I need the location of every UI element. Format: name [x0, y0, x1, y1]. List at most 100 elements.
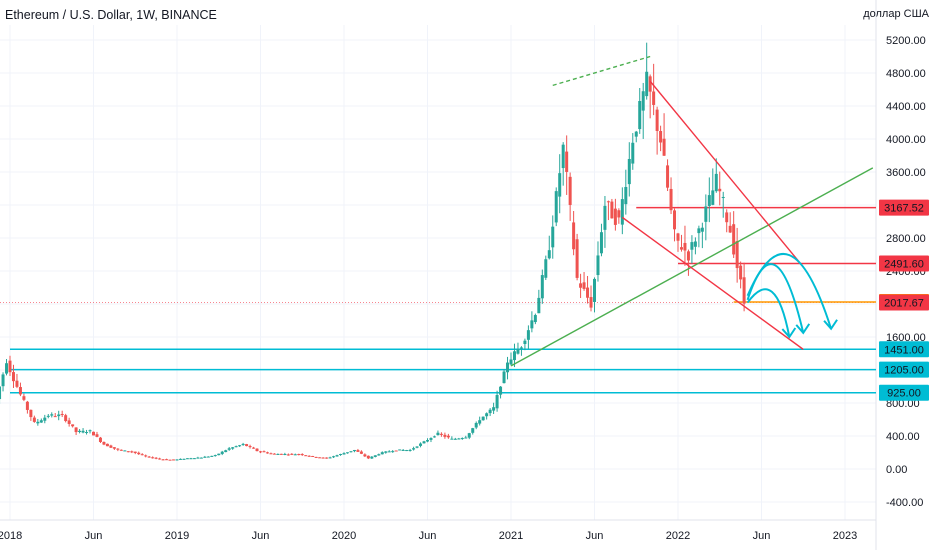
candle-body	[85, 432, 89, 434]
candle-body	[377, 454, 381, 456]
candle-body	[11, 372, 15, 382]
candle-body	[8, 360, 12, 373]
candle-body	[711, 190, 715, 205]
candle-body	[161, 459, 165, 461]
candle-body	[154, 457, 158, 459]
candle-body	[22, 396, 26, 400]
trendline	[649, 80, 804, 268]
candle-body	[547, 250, 551, 259]
candle-body	[252, 447, 256, 449]
candle-body	[380, 452, 384, 455]
arrow-head	[781, 327, 797, 339]
candle-body	[599, 232, 603, 254]
candle-body	[662, 138, 666, 156]
y-tick-label: 5200.00	[886, 35, 926, 47]
candle-body	[112, 447, 116, 449]
candle-body	[231, 447, 235, 449]
candle-body	[593, 278, 596, 302]
candle-body	[707, 195, 711, 206]
candle-body	[401, 449, 405, 451]
candle-body	[589, 297, 593, 308]
candle-body	[725, 212, 729, 223]
candle-body	[634, 131, 638, 137]
candle-body	[203, 456, 207, 458]
candle-body	[39, 420, 43, 423]
candle-body	[342, 453, 346, 455]
candle-body	[568, 176, 572, 205]
candle-body	[245, 444, 249, 447]
candle-body	[147, 456, 151, 458]
candle-body	[102, 441, 106, 445]
candle-body	[304, 455, 308, 457]
arrow-head	[823, 319, 838, 331]
x-tick-label: 2019	[165, 530, 189, 542]
price-label-text: 2017.67	[884, 298, 924, 310]
candle-body	[551, 226, 555, 248]
candle-body	[739, 265, 743, 280]
candle-body	[199, 457, 203, 459]
candle-body	[276, 453, 280, 455]
candle-body	[126, 451, 130, 453]
candle-body	[512, 351, 516, 361]
candle-body	[624, 186, 628, 205]
candle-body	[565, 151, 569, 172]
candle-body	[15, 380, 19, 387]
x-tick-label: Jun	[85, 530, 103, 542]
candle-body	[74, 427, 78, 433]
candle-body	[46, 415, 50, 417]
candle-body	[478, 420, 482, 424]
candle-body	[457, 438, 461, 440]
candle-body	[394, 450, 398, 452]
candle-body	[697, 228, 701, 234]
price-label-box	[879, 255, 929, 272]
candle-body	[666, 165, 670, 188]
candle-body	[92, 431, 95, 436]
y-tick-label: 4400.00	[886, 101, 926, 113]
candle-body	[673, 210, 677, 230]
candle-body	[492, 407, 496, 411]
candle-body	[259, 451, 262, 453]
price-label-box	[879, 384, 929, 401]
candle-body	[210, 455, 214, 457]
candle-body	[178, 458, 182, 460]
candle-body	[610, 201, 614, 219]
candle-body	[224, 450, 228, 453]
candle-body	[332, 456, 336, 458]
candle-body	[262, 451, 266, 453]
candle-body	[613, 208, 617, 225]
candle-body	[370, 456, 374, 459]
candle-body	[617, 210, 621, 218]
candle-body	[220, 451, 224, 454]
trendline	[552, 55, 651, 87]
candle-body	[502, 371, 506, 384]
forecast-arrow	[746, 252, 833, 330]
candle-body	[659, 131, 663, 143]
candle-body	[526, 330, 530, 340]
candle-body	[648, 76, 652, 92]
candle-body	[676, 233, 680, 241]
y-tick-label: 0.00	[886, 464, 907, 476]
price-label-text: 2491.60	[884, 258, 924, 270]
candle-body	[669, 188, 673, 211]
candle-body	[686, 251, 690, 261]
candle-body	[300, 454, 304, 456]
candle-body	[439, 433, 443, 435]
candle-body	[655, 109, 659, 131]
candle-body	[349, 451, 353, 453]
candle-body	[234, 446, 238, 448]
candle-body	[523, 340, 527, 344]
candle-body	[130, 451, 134, 453]
candle-body	[158, 458, 162, 460]
candle-body	[352, 449, 356, 452]
candle-body	[172, 459, 176, 461]
candle-body	[540, 275, 544, 299]
candle-body	[558, 173, 562, 197]
candle-body	[279, 453, 283, 455]
candle-body	[151, 457, 155, 459]
candle-body	[464, 437, 468, 439]
candle-body	[217, 453, 221, 456]
candle-body	[206, 456, 210, 458]
candle-body	[700, 227, 704, 232]
candle-body	[328, 457, 332, 459]
